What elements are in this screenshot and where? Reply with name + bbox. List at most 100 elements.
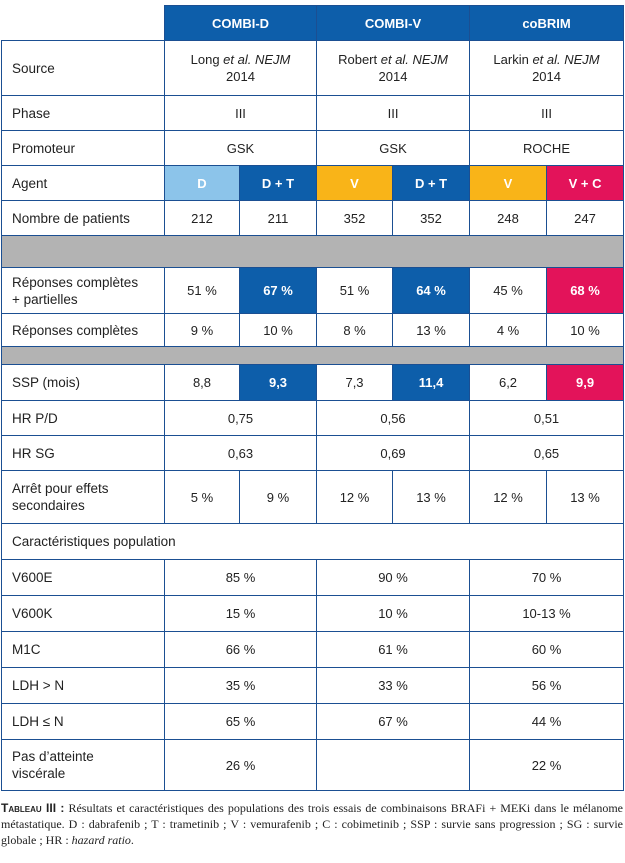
source-combi-d: Long et al. NEJM 2014: [163, 40, 318, 96]
value-cell: 0,75: [163, 400, 318, 436]
label-m1c: M1C: [1, 631, 165, 668]
separator-row: [0, 346, 625, 365]
agent-cell: D + T: [392, 165, 471, 201]
source-combi-v: Robert et al. NEJM 2014: [316, 40, 471, 96]
value-cell: 13 %: [546, 470, 625, 524]
value-cell: 6,2: [469, 364, 548, 401]
value-cell: 352: [392, 200, 471, 236]
value-cell: 45 %: [469, 267, 548, 314]
value-cell: 67 %: [316, 703, 471, 740]
value-cell: 10 %: [546, 313, 625, 347]
promoteur-cobrim: ROCHE: [469, 130, 625, 166]
table-caption: Tableau III : Résultats et caractéristiq…: [1, 800, 623, 848]
value-cell: 8,8: [164, 364, 240, 401]
value-cell: 15 %: [163, 595, 318, 632]
value-cell-highlight: 9,9: [546, 364, 625, 401]
value-cell-highlight: 67 %: [238, 267, 318, 314]
trial-combi-d: COMBI-D: [163, 5, 318, 41]
agent-cell: D: [164, 165, 240, 201]
caption-italic: hazard ratio: [71, 833, 131, 847]
value-cell-highlight: 9,3: [238, 364, 318, 401]
value-cell: 10 %: [238, 313, 318, 347]
value-cell: 10-13 %: [469, 595, 625, 632]
value-cell: 44 %: [469, 703, 625, 740]
label-promoteur: Promoteur: [1, 130, 165, 166]
value-cell-highlight: 11,4: [392, 364, 471, 401]
value-cell: 5 %: [164, 470, 240, 524]
value-cell: 0,69: [316, 435, 471, 471]
value-cell: 248: [469, 200, 548, 236]
value-cell: 8 %: [316, 313, 394, 347]
value-cell: 66 %: [163, 631, 318, 668]
row-source: Source Long et al. NEJM 2014 Robert et al…: [1, 40, 625, 96]
label-rc-rp: Réponses complètes + partielles: [1, 267, 165, 314]
value-cell: 60 %: [469, 631, 625, 668]
agent-cell: D + T: [238, 165, 318, 201]
value-cell: 212: [164, 200, 240, 236]
value-cell: 0,65: [469, 435, 625, 471]
value-cell: 26 %: [163, 739, 318, 791]
row-v600k: V600K 15 % 10 % 10-13 %: [1, 595, 625, 632]
value-cell: 70 %: [469, 559, 625, 596]
caption-end: .: [130, 833, 134, 847]
value-cell: 35 %: [163, 667, 318, 704]
value-cell: 12 %: [469, 470, 548, 524]
row-agent: Agent D D + T V D + T V V + C: [1, 165, 625, 201]
row-m1c: M1C 66 % 61 % 60 %: [1, 631, 625, 668]
row-hr-sg: HR SG 0,63 0,69 0,65: [1, 435, 625, 471]
phase-cobrim: III: [469, 95, 625, 131]
value-cell-highlight: 64 %: [392, 267, 471, 314]
label-source: Source: [1, 40, 165, 96]
value-cell: 85 %: [163, 559, 318, 596]
promoteur-combi-d: GSK: [163, 130, 318, 166]
label-v600e: V600E: [1, 559, 165, 596]
empty-corner: [1, 5, 165, 41]
value-cell: 0,51: [469, 400, 625, 436]
value-cell: 56 %: [469, 667, 625, 704]
agent-cell: V: [316, 165, 394, 201]
value-cell: 10 %: [316, 595, 471, 632]
row-v600e: V600E 85 % 90 % 70 %: [1, 559, 625, 596]
agent-cell: V: [469, 165, 548, 201]
label-patients: Nombre de patients: [1, 200, 165, 236]
label-ldh-gt: LDH > N: [1, 667, 165, 704]
label-phase: Phase: [1, 95, 165, 131]
population-header: Caractéristiques population: [0, 523, 625, 560]
value-cell: 9 %: [238, 470, 318, 524]
label-visc: Pas d’atteinte viscérale: [1, 739, 165, 791]
caption-title: Tableau III :: [1, 801, 65, 815]
value-cell: 352: [316, 200, 394, 236]
row-ldh-gt: LDH > N 35 % 33 % 56 %: [1, 667, 625, 704]
value-cell: 7,3: [316, 364, 394, 401]
trial-cobrim: coBRIM: [469, 5, 625, 41]
gray-separator: [0, 235, 625, 268]
row-phase: Phase III III III: [1, 95, 625, 131]
row-arret: Arrêt pour effets secondaires 5 % 9 % 12 …: [1, 470, 625, 524]
trial-combi-v: COMBI-V: [316, 5, 471, 41]
phase-combi-d: III: [163, 95, 318, 131]
row-rc: Réponses complètes 9 % 10 % 8 % 13 % 4 %…: [1, 313, 625, 347]
label-hr-sg: HR SG: [1, 435, 165, 471]
label-hr-pd: HR P/D: [1, 400, 165, 436]
value-cell: 33 %: [316, 667, 471, 704]
label-arret: Arrêt pour effets secondaires: [1, 470, 165, 524]
value-cell: 51 %: [316, 267, 394, 314]
value-cell: 61 %: [316, 631, 471, 668]
label-v600k: V600K: [1, 595, 165, 632]
value-cell-empty: [316, 739, 471, 791]
header-row: COMBI-D COMBI-V coBRIM: [1, 5, 625, 41]
value-cell-highlight: 68 %: [546, 267, 625, 314]
row-patients: Nombre de patients 212 211 352 352 248 2…: [1, 200, 625, 236]
row-ldh-le: LDH ≤ N 65 % 67 % 44 %: [1, 703, 625, 740]
source-cobrim: Larkin et al. NEJM 2014: [469, 40, 625, 96]
value-cell: 90 %: [316, 559, 471, 596]
value-cell: 51 %: [164, 267, 240, 314]
label-rc: Réponses complètes: [1, 313, 165, 347]
label-agent: Agent: [1, 165, 165, 201]
value-cell: 211: [238, 200, 318, 236]
row-population-header: Caractéristiques population: [0, 523, 625, 560]
value-cell: 12 %: [316, 470, 394, 524]
agent-cell: V + C: [546, 165, 625, 201]
value-cell: 13 %: [392, 313, 471, 347]
